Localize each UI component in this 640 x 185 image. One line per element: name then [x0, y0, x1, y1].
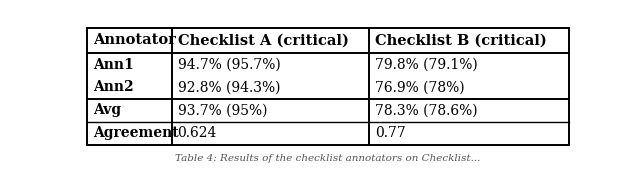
- Text: Ann1: Ann1: [93, 58, 134, 72]
- Text: Annotator: Annotator: [93, 33, 176, 48]
- Text: 92.8% (94.3%): 92.8% (94.3%): [177, 80, 280, 95]
- Text: Agreement: Agreement: [93, 126, 179, 140]
- Text: 0.624: 0.624: [177, 126, 217, 140]
- Text: Table 4: Results of the checklist annotators on Checklist...: Table 4: Results of the checklist annota…: [175, 154, 481, 163]
- Text: Avg: Avg: [93, 103, 122, 117]
- Text: 93.7% (95%): 93.7% (95%): [177, 103, 267, 117]
- Text: Checklist A (critical): Checklist A (critical): [177, 33, 348, 48]
- Text: 78.3% (78.6%): 78.3% (78.6%): [375, 103, 477, 117]
- Text: 79.8% (79.1%): 79.8% (79.1%): [375, 58, 477, 72]
- Text: 94.7% (95.7%): 94.7% (95.7%): [177, 58, 280, 72]
- Text: 76.9% (78%): 76.9% (78%): [375, 80, 465, 95]
- Text: Checklist B (critical): Checklist B (critical): [375, 33, 547, 48]
- Text: 0.77: 0.77: [375, 126, 406, 140]
- Text: Ann2: Ann2: [93, 80, 134, 95]
